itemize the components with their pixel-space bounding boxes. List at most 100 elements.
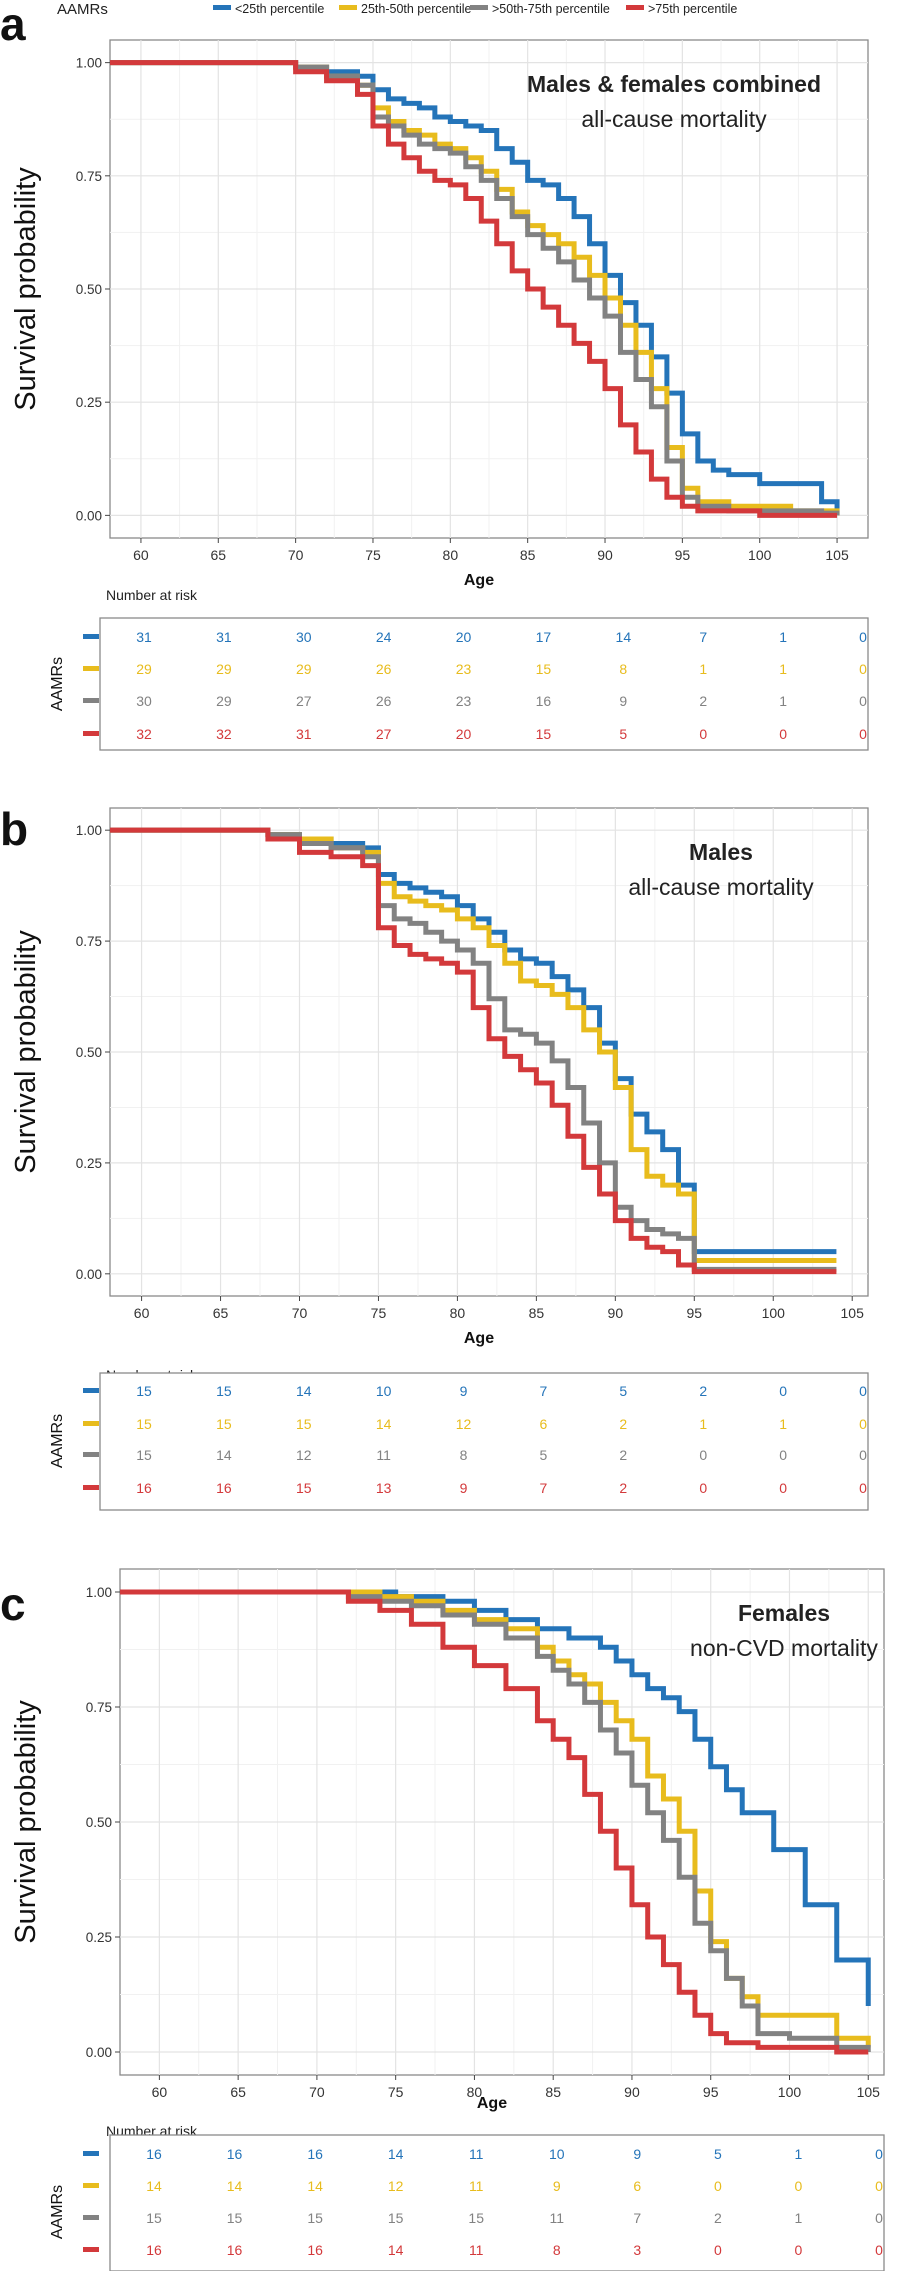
risk-count: 14 [376,1416,392,1432]
plot-title: Males & females combined [527,71,821,97]
risk-count: 15 [136,1383,152,1399]
risk-count: 0 [699,726,707,742]
risk-count: 9 [633,2146,641,2162]
risk-count: 0 [779,1447,787,1463]
risk-row-key-3 [83,2247,99,2252]
y-axis-label: Survival probability [10,1700,42,1944]
risk-count: 0 [714,2178,722,2194]
risk-count: 29 [216,661,232,677]
risk-count: 7 [699,629,707,645]
tick-label-y: 0.00 [76,508,102,523]
tick-label-x: 80 [467,2084,483,2100]
risk-count: 9 [460,1480,468,1496]
risk-count: 16 [227,2146,243,2162]
risk-count: 26 [376,693,392,709]
tick-label-y: 0.50 [76,282,102,297]
x-axis-label: Age [477,2095,507,2112]
risk-count: 9 [553,2178,561,2194]
risk-count: 5 [619,726,627,742]
panel-a: a60 65 70 75 80 85 90 95 100 1050.000.250.500.751… [0,0,869,751]
risk-count: 31 [136,629,152,645]
risk-count: 2 [699,693,707,709]
tick-label-x: 75 [388,2084,404,2100]
risk-row-key-2 [83,698,99,703]
risk-count: 1 [779,661,787,677]
risk-count: 9 [619,693,627,709]
tick-label-x: 60 [133,547,149,563]
risk-count: 31 [216,629,232,645]
risk-table-ylabel: AAMRs [49,2185,66,2239]
risk-count: 15 [536,726,552,742]
risk-count: 2 [619,1447,627,1463]
risk-count: 0 [875,2146,883,2162]
risk-count: 16 [146,2242,162,2258]
risk-count: 1 [779,693,787,709]
risk-count: 11 [469,2242,484,2258]
tick-label-x: 70 [309,2084,325,2100]
risk-count: 12 [296,1447,312,1463]
risk-table-ylabel: AAMRs [49,1414,66,1468]
risk-count: 6 [540,1416,548,1432]
risk-count: 2 [699,1383,707,1399]
panel-letter: c [0,1578,26,1630]
risk-count: 11 [469,2178,484,2194]
legend-key-1 [339,5,357,10]
risk-count: 23 [456,661,472,677]
tick-label-x: 65 [210,547,226,563]
risk-row-key-1 [83,666,99,671]
tick-label-x: 80 [443,547,459,563]
risk-count: 8 [619,661,627,677]
tick-label-x: 100 [778,2084,802,2100]
risk-count: 13 [376,1480,392,1496]
risk-count: 15 [216,1383,232,1399]
risk-table: Number at risk15151410975200151515141262… [49,1367,869,1511]
plot-subtitle: non-CVD mortality [690,1635,878,1661]
risk-count: 0 [795,2242,803,2258]
legend-label-1: 25th-50th percentile [361,2,472,16]
legend-label-2: >50th-75th percentile [492,2,610,16]
risk-count: 15 [296,1480,312,1496]
risk-table-frame [109,2134,885,2271]
risk-row-key-0 [83,2151,99,2156]
risk-count: 5 [540,1447,548,1463]
risk-row-key-3 [83,731,99,736]
panel-c: c60 65 70 75 80 85 90 95 100 1050.000.250.500.751… [0,1568,885,2271]
risk-count: 16 [216,1480,232,1496]
tick-label-x: 85 [520,547,536,563]
plot-subtitle: all-cause mortality [628,874,814,900]
risk-count: 15 [468,2210,484,2226]
risk-row-key-1 [83,1421,99,1426]
risk-count: 15 [536,661,552,677]
tick-label-x: 95 [703,2084,719,2100]
risk-count: 8 [460,1447,468,1463]
tick-label-x: 75 [365,547,381,563]
risk-row-key-3 [83,1485,99,1490]
tick-label-y: 1.00 [76,56,102,71]
risk-count: 1 [795,2210,803,2226]
legend: AAMRs <25th percentile 25th-50th percentil… [57,1,737,18]
risk-count: 1 [779,1416,787,1432]
risk-count: 1 [779,629,787,645]
tick-label-x: 105 [841,1305,865,1321]
legend-label-0: <25th percentile [235,2,324,16]
risk-count: 0 [875,2178,883,2194]
risk-count: 26 [376,661,392,677]
risk-count: 0 [859,1447,867,1463]
risk-table-label: Number at risk [106,587,198,603]
tick-label-x: 100 [762,1305,786,1321]
risk-count: 15 [146,2210,162,2226]
panel-letter: a [0,0,26,50]
risk-count: 0 [875,2242,883,2258]
risk-count: 5 [619,1383,627,1399]
tick-label-y: 0.00 [76,1267,102,1282]
risk-count: 12 [456,1416,472,1432]
risk-count: 14 [616,629,632,645]
risk-count: 14 [307,2178,323,2194]
tick-label-y: 0.25 [86,1930,112,1945]
risk-count: 30 [296,629,312,645]
risk-count: 0 [859,661,867,677]
tick-label-x: 70 [292,1305,308,1321]
risk-count: 0 [859,629,867,645]
